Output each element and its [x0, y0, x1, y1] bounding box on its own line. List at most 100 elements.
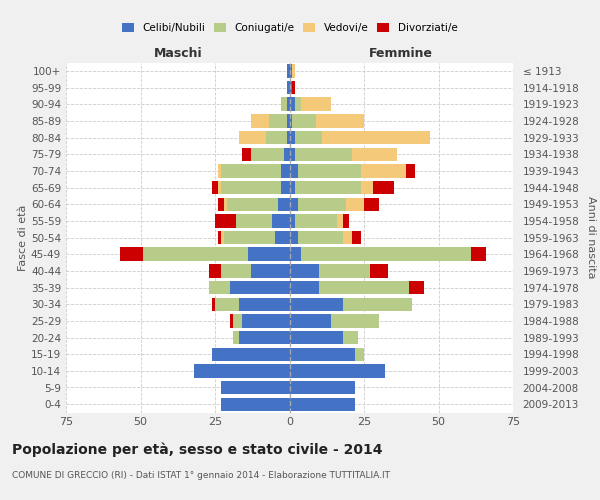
Bar — [212, 181, 218, 194]
Bar — [218, 231, 221, 244]
Bar — [337, 214, 343, 228]
Bar — [266, 131, 287, 144]
Bar — [409, 281, 424, 294]
Bar — [230, 314, 233, 328]
Bar — [272, 214, 290, 228]
Bar — [290, 364, 385, 378]
Bar — [295, 148, 352, 161]
Bar — [215, 214, 236, 228]
Bar — [322, 131, 430, 144]
Bar — [331, 314, 379, 328]
Bar — [230, 281, 290, 294]
Bar — [287, 81, 290, 94]
Bar — [251, 114, 269, 128]
Bar — [239, 298, 290, 311]
Bar — [281, 164, 290, 177]
Bar — [239, 331, 290, 344]
Bar — [275, 231, 290, 244]
Bar — [251, 148, 284, 161]
Bar — [251, 264, 290, 278]
Bar — [290, 231, 298, 244]
Bar — [209, 264, 221, 278]
Y-axis label: Anni di nascita: Anni di nascita — [586, 196, 596, 279]
Bar — [406, 164, 415, 177]
Bar — [215, 298, 239, 311]
Bar — [281, 98, 287, 111]
Bar — [269, 114, 287, 128]
Bar — [290, 148, 295, 161]
Bar — [290, 381, 355, 394]
Bar — [233, 331, 239, 344]
Bar — [236, 214, 272, 228]
Bar — [290, 348, 355, 361]
Bar — [361, 164, 406, 177]
Bar — [287, 114, 290, 128]
Bar — [221, 181, 281, 194]
Bar — [292, 81, 295, 94]
Bar — [290, 131, 295, 144]
Bar — [295, 131, 322, 144]
Bar — [290, 164, 298, 177]
Bar — [290, 281, 319, 294]
Bar — [287, 98, 290, 111]
Bar — [373, 181, 394, 194]
Bar — [287, 131, 290, 144]
Bar — [298, 164, 361, 177]
Bar — [298, 198, 346, 211]
Bar — [295, 98, 301, 111]
Bar — [194, 364, 290, 378]
Bar — [290, 314, 331, 328]
Bar — [218, 181, 221, 194]
Bar — [290, 331, 343, 344]
Bar — [316, 114, 364, 128]
Bar — [319, 264, 370, 278]
Bar — [221, 398, 290, 411]
Bar — [319, 281, 409, 294]
Bar — [143, 248, 248, 261]
Bar — [218, 164, 221, 177]
Bar — [295, 214, 337, 228]
Bar — [212, 348, 290, 361]
Bar — [370, 264, 388, 278]
Legend: Celibi/Nubili, Coniugati/e, Vedovi/e, Divorziati/e: Celibi/Nubili, Coniugati/e, Vedovi/e, Di… — [118, 18, 461, 38]
Bar — [290, 298, 343, 311]
Bar — [364, 198, 379, 211]
Bar — [295, 181, 361, 194]
Text: Femmine: Femmine — [369, 47, 433, 60]
Bar — [346, 198, 364, 211]
Bar — [292, 114, 316, 128]
Bar — [290, 98, 295, 111]
Bar — [290, 181, 295, 194]
Y-axis label: Fasce di età: Fasce di età — [18, 204, 28, 270]
Bar — [224, 198, 227, 211]
Bar — [290, 248, 301, 261]
Text: Maschi: Maschi — [154, 47, 202, 60]
Bar — [287, 64, 290, 78]
Bar — [281, 181, 290, 194]
Bar — [292, 64, 295, 78]
Bar — [290, 264, 319, 278]
Bar — [119, 248, 143, 261]
Bar — [361, 181, 373, 194]
Bar — [221, 381, 290, 394]
Bar — [352, 231, 361, 244]
Bar — [212, 298, 215, 311]
Bar — [290, 198, 298, 211]
Bar — [233, 314, 242, 328]
Bar — [221, 164, 281, 177]
Bar — [278, 198, 290, 211]
Bar — [343, 214, 349, 228]
Bar — [284, 148, 290, 161]
Bar — [290, 114, 292, 128]
Bar — [290, 64, 292, 78]
Bar — [290, 398, 355, 411]
Text: Popolazione per età, sesso e stato civile - 2014: Popolazione per età, sesso e stato civil… — [12, 442, 383, 457]
Bar — [343, 231, 352, 244]
Bar — [471, 248, 486, 261]
Bar — [301, 98, 331, 111]
Bar — [221, 231, 224, 244]
Bar — [343, 298, 412, 311]
Bar — [290, 81, 292, 94]
Bar — [301, 248, 471, 261]
Bar — [248, 248, 290, 261]
